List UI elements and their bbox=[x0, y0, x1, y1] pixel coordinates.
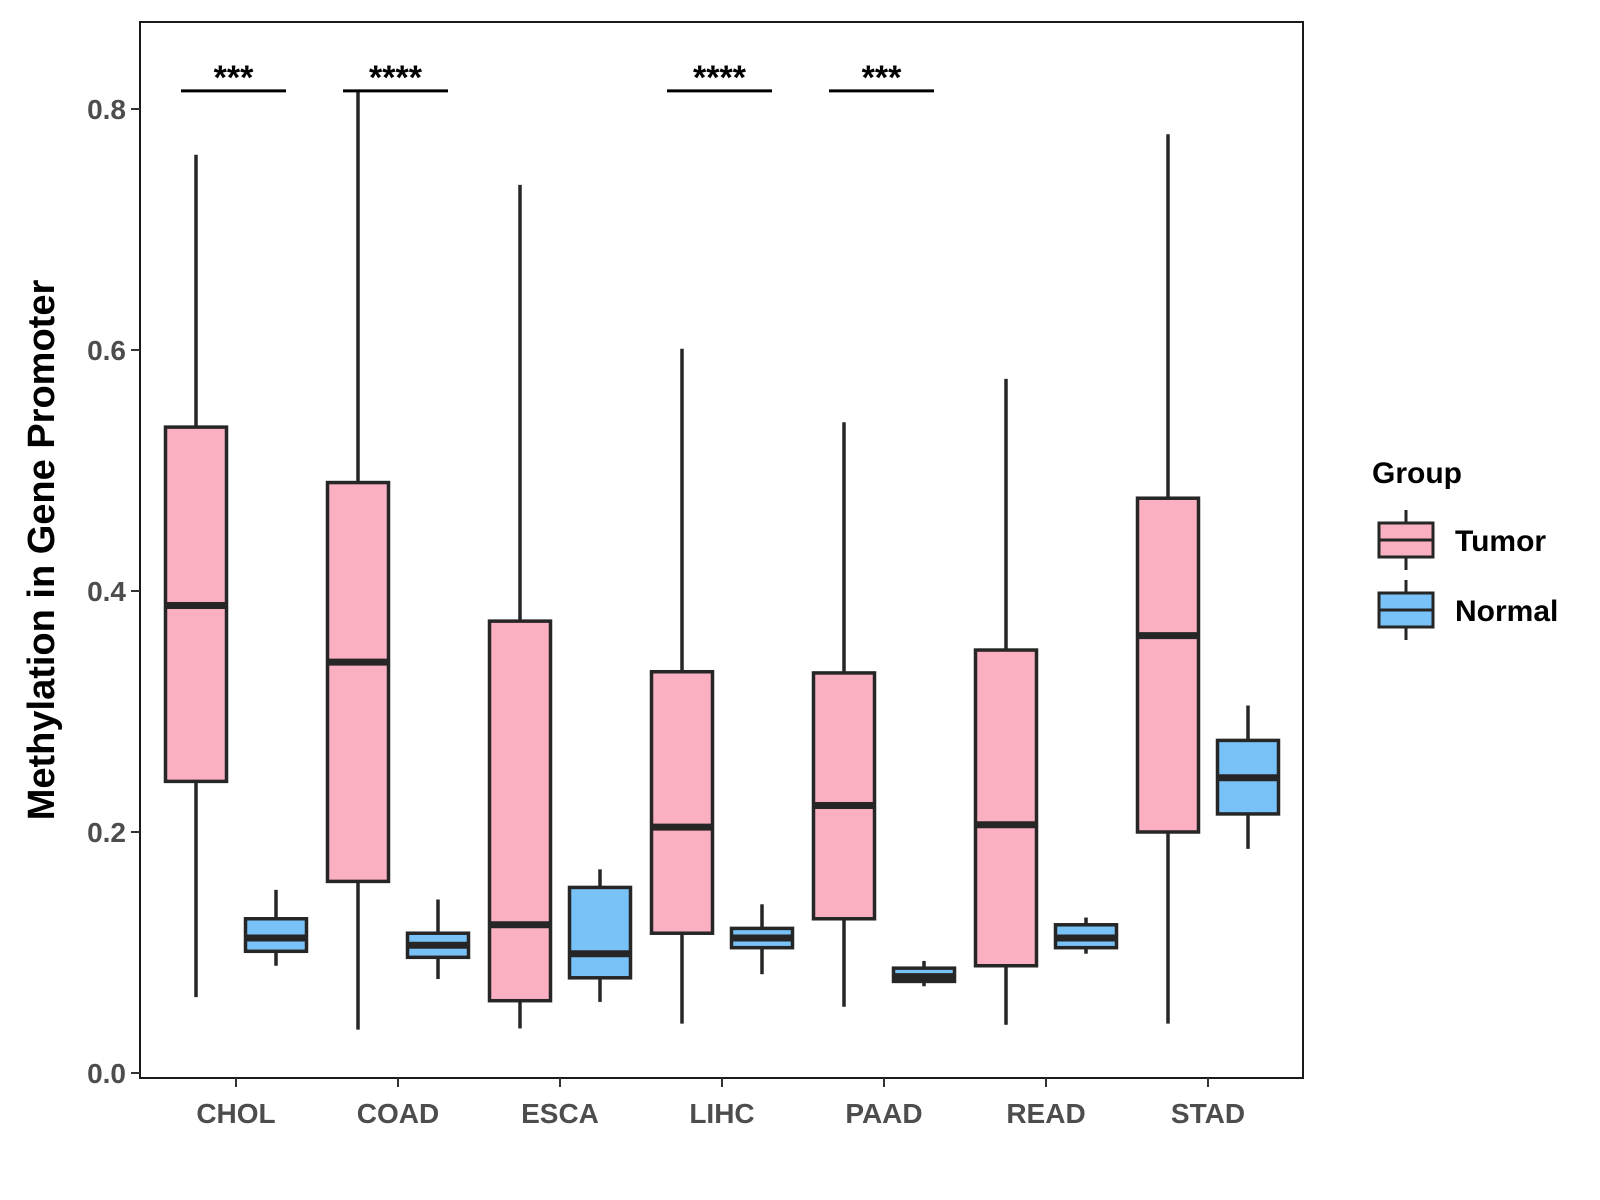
legend-label-normal: Normal bbox=[1455, 595, 1558, 628]
tumor-box-paad bbox=[811, 422, 877, 1007]
legend: Group Tumor Normal bbox=[1372, 457, 1558, 640]
plot-panel bbox=[139, 21, 1304, 1079]
x-tick-label: READ bbox=[1006, 1098, 1085, 1129]
axes-layer: 0.0 0.2 0.4 0.6 0.8 CHOL COAD ESCA LIHC PAAD READ S… bbox=[87, 94, 1245, 1129]
legend-label-tumor: Tumor bbox=[1455, 525, 1546, 558]
tumor-box-esca bbox=[487, 184, 553, 1029]
box-iqr bbox=[1135, 496, 1201, 834]
tumor-box-lihc bbox=[649, 348, 715, 1024]
significance-layer: *** **** **** *** bbox=[181, 59, 934, 97]
significance-label: **** bbox=[369, 59, 423, 97]
normal-box-stad bbox=[1215, 705, 1281, 849]
box-iqr bbox=[811, 671, 877, 921]
box-iqr bbox=[487, 619, 553, 1003]
tumor-box-read bbox=[973, 378, 1039, 1025]
box-iqr bbox=[649, 669, 715, 935]
tumor-box-coad bbox=[325, 92, 391, 1030]
significance-label: *** bbox=[862, 59, 902, 97]
significance-label: *** bbox=[214, 59, 254, 97]
normal-box-chol bbox=[243, 889, 309, 966]
box-iqr bbox=[973, 648, 1039, 968]
y-axis-title: Methylation in Gene Promoter bbox=[21, 280, 63, 821]
x-tick-label: CHOL bbox=[196, 1098, 275, 1129]
tumor-box-chol bbox=[163, 154, 229, 998]
box-iqr bbox=[325, 480, 391, 884]
normal-box-read bbox=[1053, 917, 1119, 954]
x-tick-label: COAD bbox=[357, 1098, 439, 1129]
x-tick-label: STAD bbox=[1171, 1098, 1245, 1129]
x-tick-label: PAAD bbox=[845, 1098, 922, 1129]
significance-label: **** bbox=[693, 59, 747, 97]
normal-box-coad bbox=[405, 899, 471, 980]
legend-title: Group bbox=[1372, 457, 1462, 490]
y-tick-label: 0.0 bbox=[87, 1058, 126, 1089]
normal-box-lihc bbox=[729, 904, 795, 975]
tumor-box-stad bbox=[1135, 134, 1201, 1024]
boxes-layer bbox=[163, 92, 1281, 1030]
y-tick-label: 0.8 bbox=[87, 94, 126, 125]
x-tick-label: ESCA bbox=[521, 1098, 599, 1129]
normal-box-esca bbox=[567, 869, 633, 1002]
y-tick-label: 0.6 bbox=[87, 335, 126, 366]
x-tick-label: LIHC bbox=[689, 1098, 754, 1129]
y-tick-label: 0.2 bbox=[87, 817, 126, 848]
y-tick-label: 0.4 bbox=[87, 576, 126, 607]
normal-box-paad bbox=[891, 960, 957, 987]
box-iqr bbox=[567, 885, 633, 980]
